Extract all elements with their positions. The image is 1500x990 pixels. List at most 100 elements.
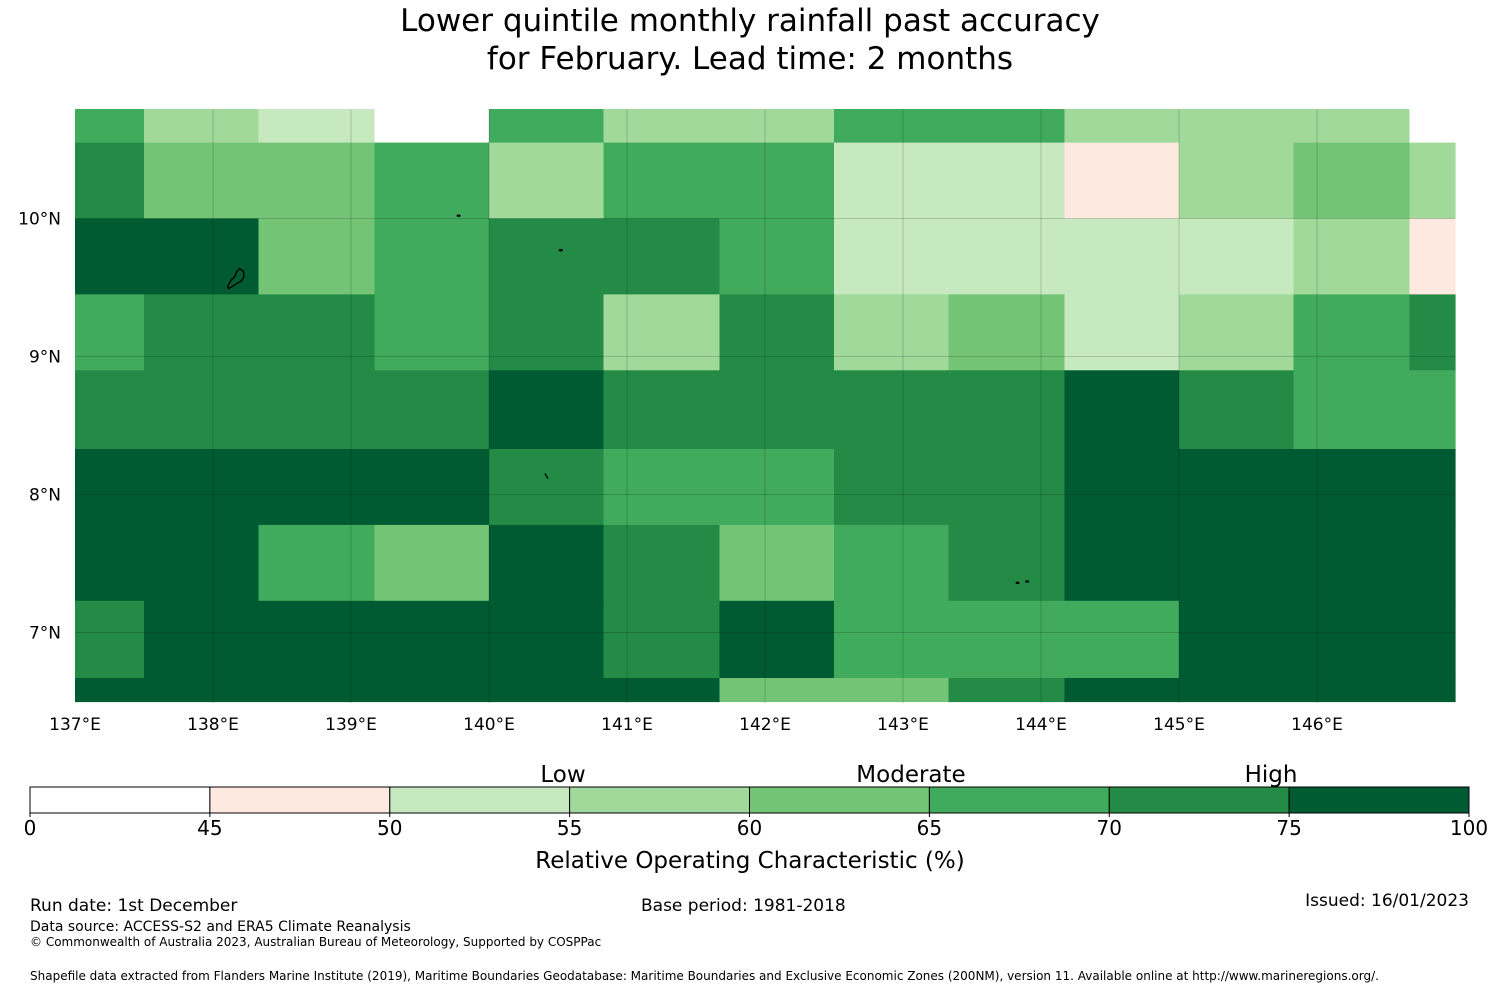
lon-tick-label: 146°E <box>1291 715 1343 735</box>
island-outline <box>1025 580 1030 583</box>
grid-cell-r0-c0 <box>75 109 145 144</box>
colorbar-segment <box>1288 786 1470 814</box>
grid-cell-r4-c2 <box>603 370 1065 450</box>
lat-tick-label: 7°N <box>29 624 61 644</box>
colorbar-tick-label: 70 <box>1097 816 1122 840</box>
grid-cell-r8-c3 <box>1064 678 1456 703</box>
grid-cell-r0-c5 <box>603 109 835 144</box>
grid-cell-r2-c6 <box>1293 218 1410 295</box>
grid-cell-r4-c1 <box>489 370 605 450</box>
grid-cell-r7-c4 <box>834 600 1180 679</box>
grid-cell-r3-c3 <box>489 294 605 371</box>
grid-cell-r4-c0 <box>75 370 490 450</box>
grid-cell-r5-c4 <box>1064 449 1456 526</box>
grid-cell-r1-c7 <box>1179 142 1295 220</box>
run-date: Run date: 1st December <box>30 896 237 916</box>
lon-tick-label: 142°E <box>739 715 791 735</box>
grid-cell-r4-c5 <box>1293 370 1456 450</box>
title-line-1: Lower quintile monthly rainfall past acc… <box>400 3 1100 39</box>
lat-tick-label: 10°N <box>18 210 61 230</box>
colorbar-segment <box>209 786 391 814</box>
graticule <box>75 109 1455 703</box>
colorbar-label: Relative Operating Characteristic (%) <box>535 848 964 874</box>
shapefile-credit: Shapefile data extracted from Flanders M… <box>30 969 1379 983</box>
colorbar-tick-label: 50 <box>377 816 402 840</box>
category-low: Low <box>540 762 585 788</box>
data-source: Data source: ACCESS-S2 and ERA5 Climate … <box>30 919 411 935</box>
grid-cell-r6-c1 <box>258 524 375 602</box>
grid-cell-r1-c0 <box>75 142 145 220</box>
grid-cell-r6-c0 <box>75 524 260 602</box>
grid-cell-r6-c3 <box>489 524 605 602</box>
grid-cell-r3-c1 <box>144 294 376 371</box>
grid-cell-r1-c2 <box>374 142 490 220</box>
colorbar-segment <box>389 786 571 814</box>
grid-cell-r6-c2 <box>374 524 490 602</box>
grid-cell-r7-c1 <box>144 600 605 679</box>
coastlines <box>226 214 1030 585</box>
grid-cell-r1-c6 <box>1064 142 1180 220</box>
lon-tick-label: 138°E <box>187 715 239 735</box>
grid-cell-r3-c7 <box>948 294 1065 371</box>
grid-cell-r3-c10 <box>1293 294 1410 371</box>
colorbar-tick-label: 60 <box>737 816 762 840</box>
grid-cell-r0-c8 <box>1409 109 1456 144</box>
grid-cell-r1-c5 <box>834 142 1066 220</box>
grid-cell-r0-c7 <box>1064 109 1411 144</box>
lon-tick-label: 137°E <box>49 715 101 735</box>
grid-cell-r8-c0 <box>75 678 721 703</box>
grid-cell-r5-c3 <box>834 449 1066 526</box>
grid-cell-r3-c9 <box>1179 294 1295 371</box>
colorbar-tick-label: 100 <box>1450 816 1488 840</box>
colorbar-tick-label: 45 <box>197 816 222 840</box>
island-outline <box>558 249 563 252</box>
grid-cell-r5-c1 <box>489 449 605 526</box>
lon-tick-label: 139°E <box>325 715 377 735</box>
grid-cell-r6-c4 <box>603 524 720 602</box>
grid-cell-r1-c8 <box>1293 142 1410 220</box>
grid-cell-r6-c6 <box>834 524 950 602</box>
colorbar-tick-label: 55 <box>557 816 582 840</box>
lon-tick-label: 143°E <box>877 715 929 735</box>
map-axes: 137°E 138°E 139°E 140°E 141°E 142°E 143°E 144°E… <box>18 210 1343 736</box>
colorbar-segment <box>1108 786 1290 814</box>
grid-cell-r6-c7 <box>948 524 1065 602</box>
category-moderate: Moderate <box>856 762 965 788</box>
lon-tick-label: 144°E <box>1015 715 1067 735</box>
grid-cell-r3-c6 <box>834 294 950 371</box>
grid-cell-r2-c7 <box>1409 218 1456 295</box>
chart-title: Lower quintile monthly rainfall past acc… <box>0 2 1500 78</box>
category-high: High <box>1245 762 1298 788</box>
grid-cell-r5-c0 <box>75 449 490 526</box>
grid-cell-r7-c0 <box>75 600 145 679</box>
island-outline <box>226 267 245 290</box>
grid-cell-r0-c2 <box>258 109 375 144</box>
grid-cell-r2-c5 <box>834 218 1295 295</box>
colorbar-segment <box>928 786 1110 814</box>
lat-tick-label: 8°N <box>29 486 61 506</box>
base-period: Base period: 1981-2018 <box>641 896 846 916</box>
grid-cell-r3-c2 <box>374 294 490 371</box>
grid-cell-r0-c4 <box>489 109 605 144</box>
grid-cell-r0-c1 <box>144 109 260 144</box>
lon-tick-label: 145°E <box>1153 715 1205 735</box>
grid-cell-r2-c3 <box>489 218 721 295</box>
grid-cell-r7-c3 <box>719 600 835 679</box>
grid-cell-r8-c1 <box>719 678 950 703</box>
grid-cell-r1-c9 <box>1409 142 1456 220</box>
grid-cell-r2-c0 <box>75 218 260 295</box>
rainfall-accuracy-grid <box>75 109 1456 703</box>
grid-cell-r7-c5 <box>1179 600 1456 679</box>
grid-cell-r2-c4 <box>719 218 835 295</box>
issued-date: Issued: 16/01/2023 <box>1305 891 1469 911</box>
colorbar-segment <box>749 786 930 814</box>
grid-cell-r3-c11 <box>1409 294 1456 371</box>
grid-cell-r3-c5 <box>719 294 835 371</box>
lon-tick-label: 140°E <box>463 715 515 735</box>
lon-tick-label: 141°E <box>601 715 653 735</box>
copyright: © Commonwealth of Australia 2023, Austra… <box>30 935 601 949</box>
island-outline <box>456 214 461 217</box>
grid-cell-r8-c2 <box>948 678 1065 703</box>
colorbar-segment <box>29 786 211 814</box>
